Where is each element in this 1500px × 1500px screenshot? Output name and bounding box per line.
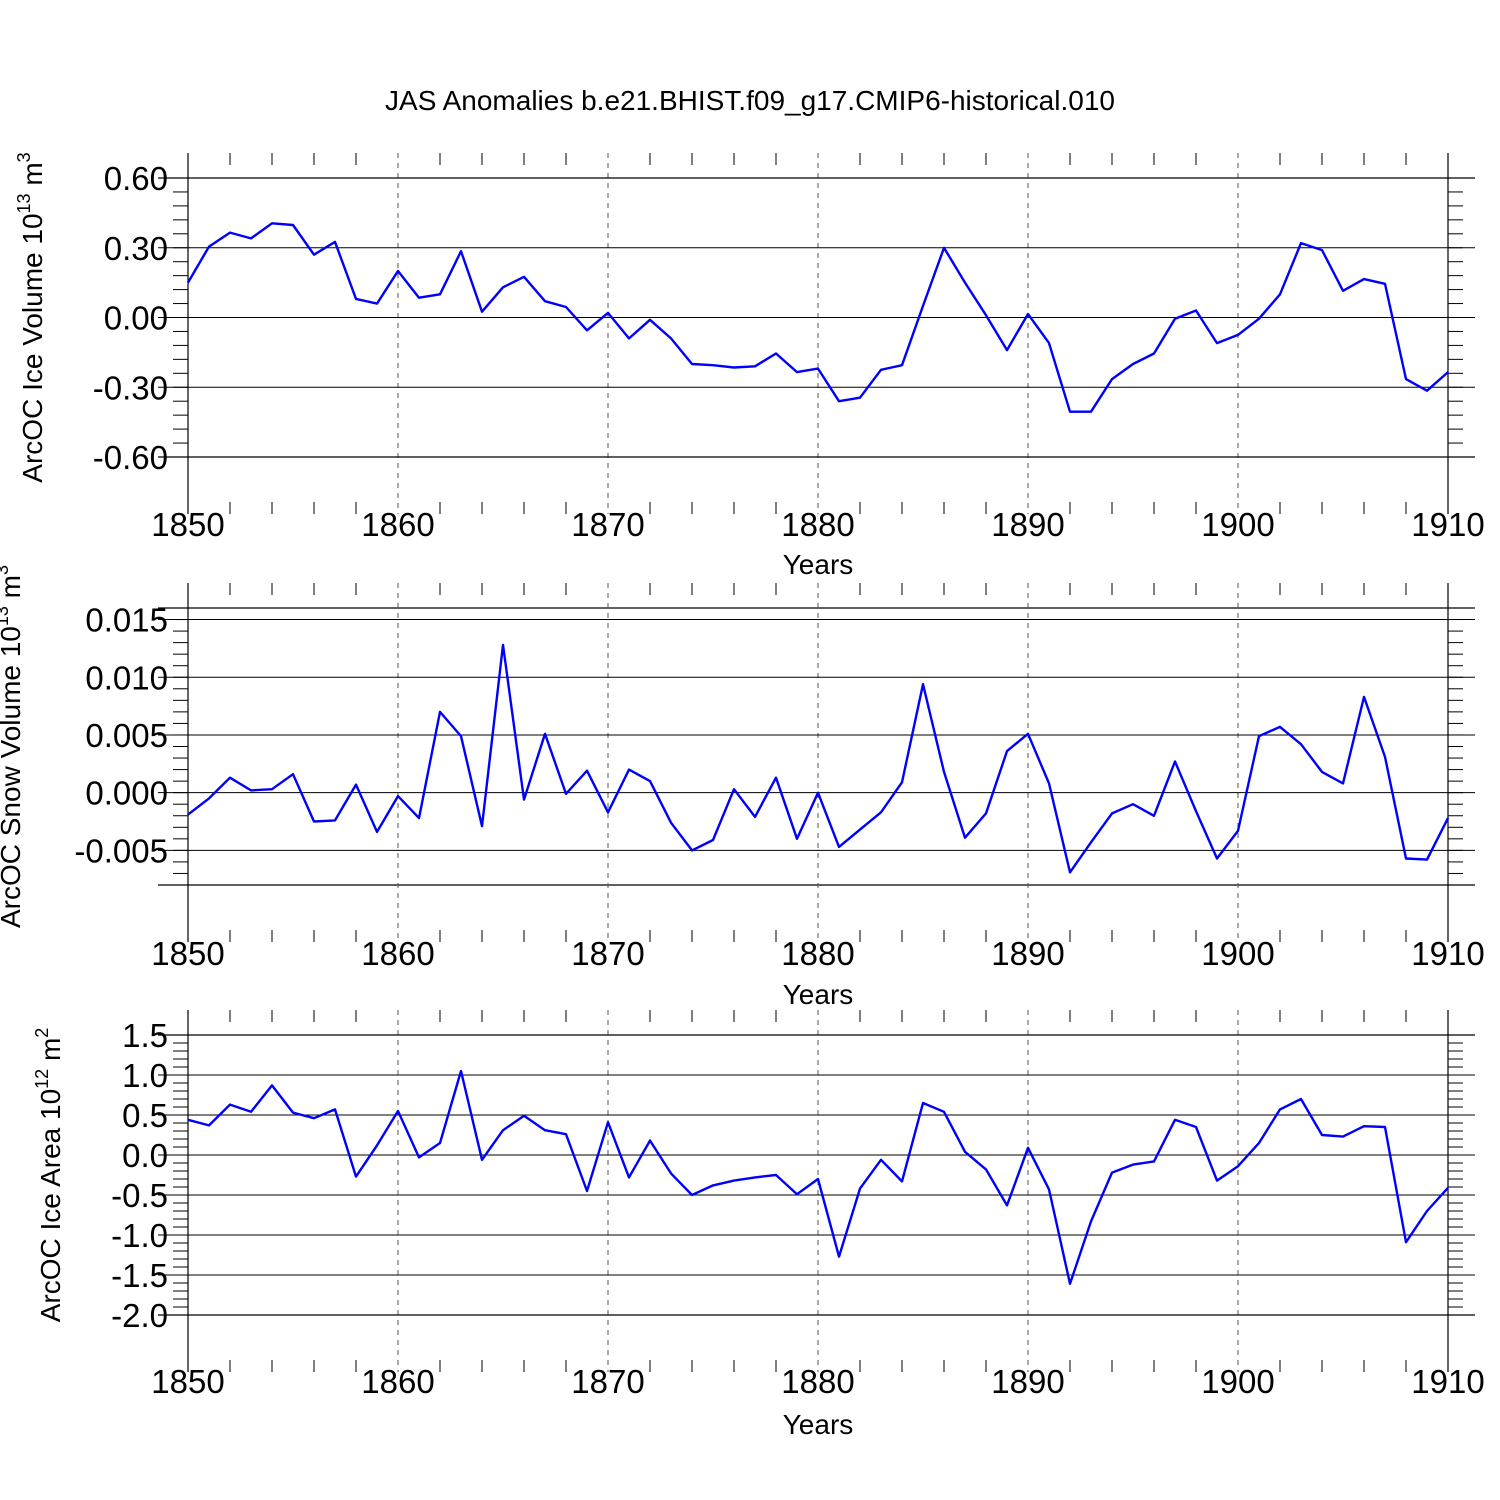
x-tick-label: 1850: [151, 506, 224, 543]
y-tick-label: 0.30: [104, 230, 168, 267]
panel-3: 1.51.00.50.0-0.5-1.0-1.5-2.0 1850 1860 1870…: [32, 1010, 1485, 1440]
y-tick-label: 0.5: [122, 1097, 168, 1134]
y-tick-label: -0.005: [74, 832, 168, 869]
x-tick-label: 1890: [991, 1363, 1064, 1400]
y-axis-title: ArcOC Snow Volume 1013 m3: [0, 565, 26, 928]
y-tick-label: -1.0: [111, 1217, 168, 1254]
y-tick-label: 0.005: [85, 717, 168, 754]
y-tick-label: -2.0: [111, 1297, 168, 1334]
x-tick-label: 1850: [151, 935, 224, 972]
y-tick-label: 1.5: [122, 1017, 168, 1054]
y-tick-label: 0.000: [85, 775, 168, 812]
x-tick-label: 1870: [571, 506, 644, 543]
x-tick-label: 1890: [991, 935, 1064, 972]
series-line: [186, 222, 1449, 413]
x-tick-label: 1870: [571, 935, 644, 972]
y-tick-label: 1.0: [122, 1057, 168, 1094]
y-axis-title: ArcOC Ice Area 1012 m2: [32, 1028, 66, 1323]
x-tick-label: 1900: [1201, 935, 1274, 972]
x-tick-label: 1880: [781, 935, 854, 972]
series-line: [187, 1069, 1449, 1286]
panel-2: 0.015 0.010 0.005 0.000 -0.005 1850 1860 1870 18…: [0, 565, 1485, 1010]
y-tick-label: -0.30: [93, 369, 168, 406]
y-tick-label: 0.010: [85, 659, 168, 696]
plot-area: [188, 583, 1475, 910]
y-tick-label: 0.015: [85, 602, 168, 639]
x-tick-label: 1890: [991, 506, 1064, 543]
x-axis-title: Years: [783, 1409, 854, 1440]
x-tick-label: 1860: [361, 935, 434, 972]
panel-1: 0.60 0.30 0.00 -0.30 -0.60 1850 1860 1870 1880 18…: [14, 152, 1485, 580]
y-tick-label: 0.60: [104, 160, 168, 197]
y-tick-label: 0.00: [104, 300, 168, 337]
x-tick-label: 1900: [1201, 506, 1274, 543]
y-tick-label: -0.60: [93, 439, 168, 476]
x-tick-label: 1880: [781, 1363, 854, 1400]
x-axis-title: Years: [783, 979, 854, 1010]
x-tick-label: 1860: [361, 1363, 434, 1400]
x-tick-label: 1860: [361, 506, 434, 543]
y-tick-label: -0.5: [111, 1177, 168, 1214]
chart-panels: 0.60 0.30 0.00 -0.30 -0.60 1850 1860 1870 1880 18…: [0, 152, 1485, 1440]
x-tick-label: 1910: [1411, 506, 1484, 543]
x-tick-label: 1870: [571, 1363, 644, 1400]
y-tick-label: -1.5: [111, 1257, 168, 1294]
x-tick-label: 1900: [1201, 1363, 1274, 1400]
series-line: [187, 643, 1450, 874]
y-axis-title: ArcOC Ice Volume 1013 m3: [14, 152, 48, 482]
plot-area: [188, 1010, 1475, 1340]
x-tick-label: 1850: [151, 1363, 224, 1400]
x-tick-label: 1910: [1411, 935, 1484, 972]
chart-title: JAS Anomalies b.e21.BHIST.f09_g17.CMIP6-…: [385, 85, 1115, 116]
x-tick-label: 1910: [1411, 1363, 1484, 1400]
x-axis-title: Years: [783, 549, 854, 580]
x-tick-label: 1880: [781, 506, 854, 543]
y-tick-label: 0.0: [122, 1137, 168, 1174]
